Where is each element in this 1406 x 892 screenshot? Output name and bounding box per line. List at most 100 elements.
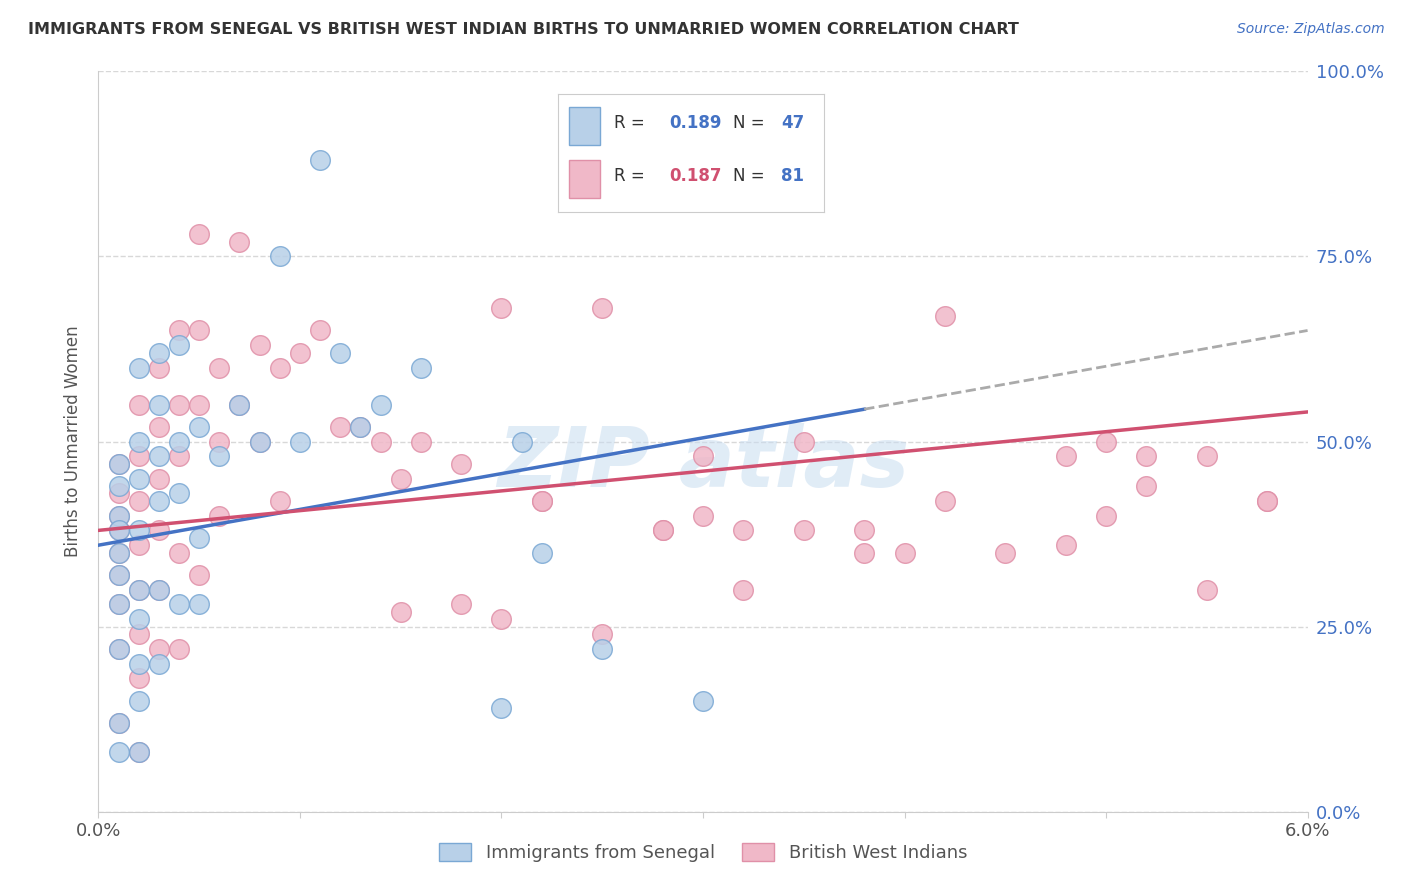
Point — [167, 434, 190, 449]
Point — [128, 360, 150, 375]
Point — [853, 524, 876, 538]
Point — [1195, 450, 1218, 464]
Point — [107, 567, 129, 582]
Point — [107, 641, 129, 656]
Point — [208, 434, 231, 449]
Point — [167, 338, 190, 352]
Point — [409, 360, 432, 375]
Point — [450, 598, 472, 612]
Point — [107, 479, 129, 493]
Point — [128, 493, 150, 508]
Point — [692, 508, 714, 523]
Point — [128, 538, 150, 552]
Point — [128, 524, 150, 538]
Point — [692, 450, 714, 464]
Point — [1054, 538, 1077, 552]
Point — [733, 582, 755, 597]
Point — [167, 486, 190, 500]
Point — [188, 398, 211, 412]
Point — [491, 301, 513, 316]
Point — [128, 582, 150, 597]
Point — [107, 598, 129, 612]
Point — [128, 398, 150, 412]
Point — [148, 450, 170, 464]
Point — [128, 582, 150, 597]
Point — [309, 324, 332, 338]
Point — [491, 612, 513, 626]
Point — [208, 360, 231, 375]
Point — [249, 434, 271, 449]
Point — [128, 434, 150, 449]
Point — [269, 360, 291, 375]
Point — [994, 546, 1017, 560]
Point — [249, 434, 271, 449]
Point — [107, 715, 129, 730]
Point — [934, 309, 956, 323]
Point — [107, 524, 129, 538]
Y-axis label: Births to Unmarried Women: Births to Unmarried Women — [65, 326, 83, 558]
Point — [148, 657, 170, 671]
Point — [249, 338, 271, 352]
Point — [349, 419, 371, 434]
Point — [510, 434, 533, 449]
Point — [349, 419, 371, 434]
Point — [1095, 434, 1118, 449]
Point — [188, 598, 211, 612]
Point — [389, 605, 412, 619]
Point — [692, 694, 714, 708]
Point — [1054, 450, 1077, 464]
Point — [148, 582, 170, 597]
Point — [167, 450, 190, 464]
Point — [591, 627, 613, 641]
Point — [1256, 493, 1278, 508]
Point — [148, 345, 170, 359]
Point — [167, 598, 190, 612]
Point — [167, 324, 190, 338]
Point — [491, 701, 513, 715]
Point — [288, 345, 311, 359]
Point — [148, 493, 170, 508]
Point — [107, 715, 129, 730]
Point — [329, 345, 352, 359]
Point — [107, 457, 129, 471]
Point — [188, 531, 211, 545]
Point — [1135, 479, 1157, 493]
Point — [107, 508, 129, 523]
Point — [107, 524, 129, 538]
Point — [1095, 508, 1118, 523]
Point — [1195, 582, 1218, 597]
Point — [1256, 493, 1278, 508]
Point — [1135, 450, 1157, 464]
Point — [370, 398, 392, 412]
Point — [733, 524, 755, 538]
Point — [409, 434, 432, 449]
Point — [793, 434, 815, 449]
Text: Source: ZipAtlas.com: Source: ZipAtlas.com — [1237, 22, 1385, 37]
Point — [269, 493, 291, 508]
Legend: Immigrants from Senegal, British West Indians: Immigrants from Senegal, British West In… — [432, 836, 974, 870]
Point — [107, 598, 129, 612]
Point — [228, 235, 250, 249]
Point — [148, 641, 170, 656]
Point — [188, 324, 211, 338]
Point — [107, 457, 129, 471]
Point — [148, 524, 170, 538]
Point — [329, 419, 352, 434]
Point — [128, 694, 150, 708]
Text: ZIP atlas: ZIP atlas — [496, 423, 910, 504]
Point — [107, 508, 129, 523]
Point — [228, 398, 250, 412]
Point — [208, 508, 231, 523]
Point — [107, 546, 129, 560]
Point — [128, 746, 150, 760]
Point — [167, 398, 190, 412]
Point — [167, 641, 190, 656]
Point — [188, 419, 211, 434]
Point — [793, 524, 815, 538]
Point — [128, 627, 150, 641]
Point — [128, 612, 150, 626]
Point — [591, 301, 613, 316]
Point — [269, 250, 291, 264]
Point — [651, 524, 673, 538]
Point — [530, 493, 553, 508]
